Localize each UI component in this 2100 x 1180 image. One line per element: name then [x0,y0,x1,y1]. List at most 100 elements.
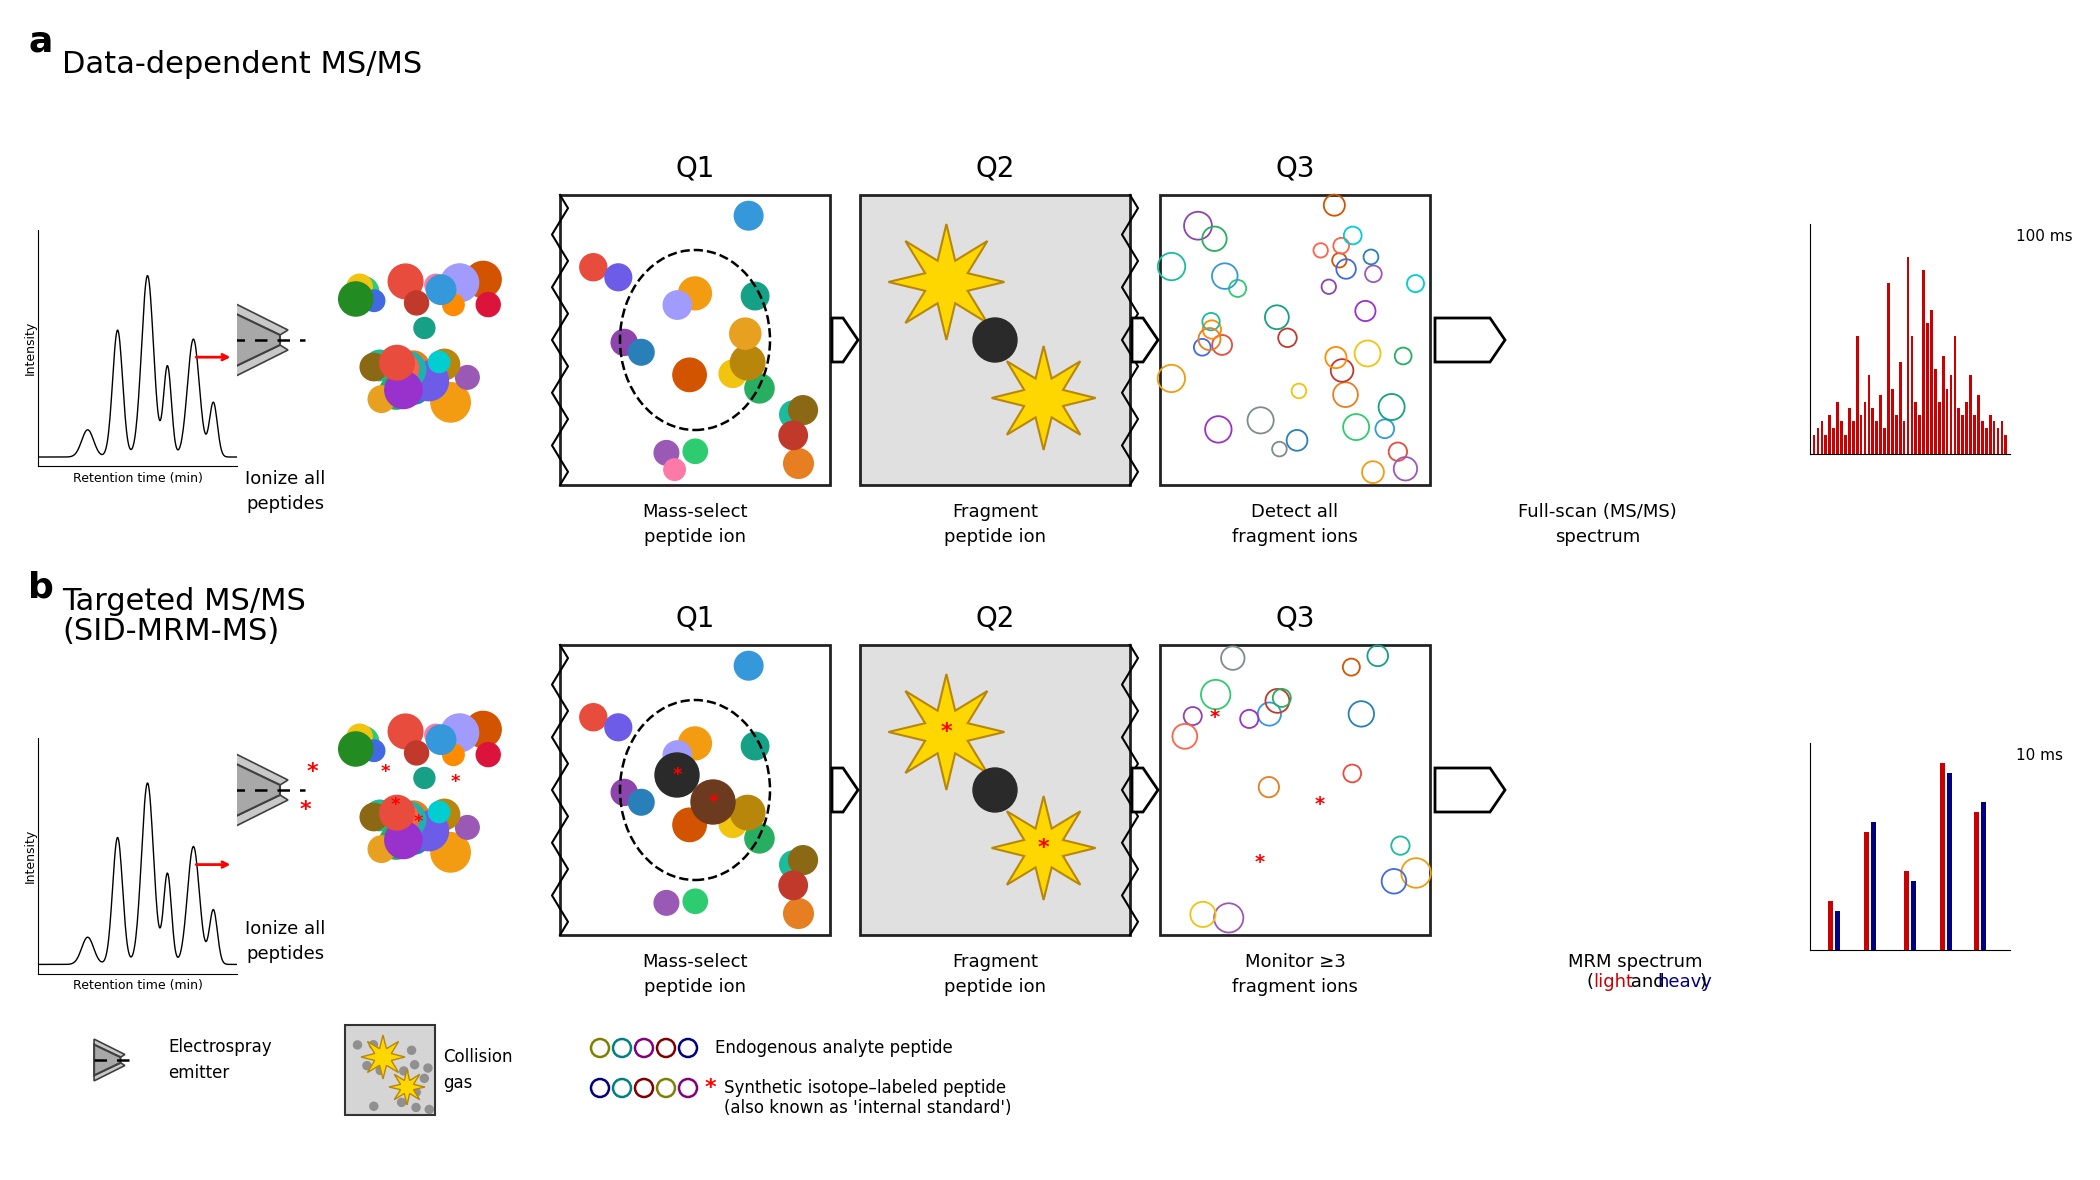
Bar [1947,773,1951,950]
Circle shape [678,727,712,760]
Circle shape [655,753,699,797]
Text: *: * [414,813,422,831]
Bar [1840,421,1844,454]
Bar [344,1025,435,1115]
Circle shape [384,372,422,408]
Circle shape [397,801,428,833]
Text: Mass-select
peptide ion: Mass-select peptide ion [643,503,748,546]
Bar [1942,355,1945,454]
Circle shape [414,317,435,339]
Circle shape [664,741,691,769]
Polygon shape [1132,317,1157,362]
Circle shape [731,346,764,380]
Circle shape [405,291,428,315]
Bar [1833,428,1835,454]
Circle shape [746,374,775,402]
Circle shape [338,732,374,766]
Circle shape [664,291,691,320]
Bar [1875,421,1877,454]
Polygon shape [231,762,279,818]
Bar [1863,401,1867,454]
Bar [1911,881,1915,950]
Polygon shape [94,1063,124,1081]
Circle shape [412,1088,420,1096]
Bar [1919,415,1922,454]
Text: *: * [449,773,460,791]
Text: Fragment
peptide ion: Fragment peptide ion [945,953,1046,996]
Text: Electrospray
emitter: Electrospray emitter [168,1038,271,1082]
Polygon shape [832,768,859,812]
Circle shape [672,808,706,841]
Circle shape [405,741,428,765]
X-axis label: Retention time (min): Retention time (min) [74,979,202,992]
Circle shape [346,727,378,759]
Text: *: * [672,766,682,784]
Bar [1903,421,1905,454]
Text: *: * [1210,708,1220,727]
Circle shape [779,401,806,428]
Polygon shape [231,312,279,368]
Bar [1825,434,1827,454]
Circle shape [412,1103,420,1112]
Bar [561,645,830,935]
Circle shape [477,742,500,767]
Text: Monitor ≥3
fragment ions: Monitor ≥3 fragment ions [1233,953,1359,996]
Text: light: light [1594,974,1634,991]
Circle shape [388,353,418,384]
Text: Ionize all
peptides: Ionize all peptides [246,470,326,513]
Circle shape [678,277,712,310]
Bar [1871,822,1875,950]
Polygon shape [1132,768,1157,812]
Circle shape [790,846,817,874]
Text: 100 ms: 100 ms [2016,229,2073,244]
Bar [1861,415,1863,454]
Bar [861,195,1130,485]
Circle shape [790,395,817,425]
Polygon shape [361,1035,405,1079]
Circle shape [380,795,414,830]
Text: heavy: heavy [1657,974,1712,991]
Bar [1930,309,1932,454]
Bar [1888,283,1890,454]
Polygon shape [1434,317,1506,362]
Polygon shape [991,346,1096,450]
Polygon shape [231,302,288,335]
Bar [1890,388,1894,454]
Circle shape [691,780,735,824]
Text: *: * [1037,838,1050,858]
Bar [1993,421,1995,454]
Bar [1915,401,1917,454]
Text: (: ( [1588,974,1594,991]
Circle shape [972,317,1016,362]
Bar [1974,812,1978,950]
Y-axis label: Intensity: Intensity [23,828,36,883]
Text: Q3: Q3 [1275,605,1315,632]
Circle shape [426,372,447,393]
Text: a: a [27,25,52,59]
Circle shape [746,824,775,853]
Bar [1812,434,1816,454]
Bar [1949,375,1953,454]
Bar [2003,434,2008,454]
Circle shape [380,346,414,380]
Circle shape [346,274,372,300]
Circle shape [682,889,708,913]
Circle shape [346,276,378,308]
Circle shape [338,282,374,316]
Bar [1926,323,1930,454]
Circle shape [426,275,456,304]
Circle shape [388,714,422,749]
Circle shape [731,795,764,830]
Circle shape [380,826,414,859]
Circle shape [653,440,678,465]
Circle shape [370,1102,378,1110]
Text: Targeted MS/MS: Targeted MS/MS [63,586,307,616]
Bar [1966,401,1968,454]
Circle shape [611,329,636,355]
Circle shape [399,824,428,854]
Circle shape [397,1099,405,1107]
Circle shape [605,714,632,741]
Circle shape [428,799,460,830]
Text: Ionize all
peptides: Ionize all peptides [246,920,326,963]
Text: 10 ms: 10 ms [2016,748,2062,762]
